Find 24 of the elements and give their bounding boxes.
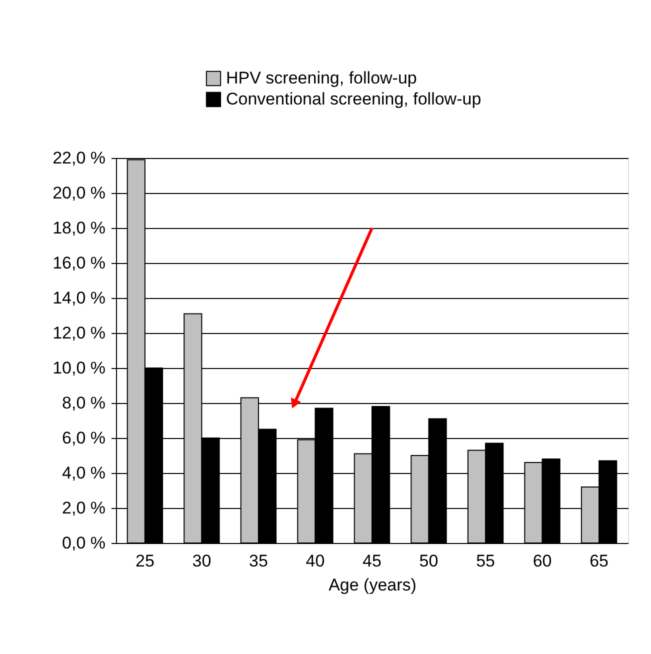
y-tick-label: 8,0 % [62, 394, 106, 412]
y-tick-label: 2,0 % [62, 498, 106, 518]
y-tick-label: 18,0 % [52, 218, 106, 238]
x-tick-label: 35 [249, 552, 268, 570]
legend-label: HPV screening, follow-up [226, 68, 417, 88]
x-tick-label: 60 [532, 552, 552, 570]
y-tick-label: 10,0 % [52, 358, 106, 378]
x-tick-label: 50 [419, 552, 438, 570]
y-tick-label: 4,0 % [62, 464, 106, 482]
x-tick-label: 65 [590, 552, 609, 570]
y-tick-label: 22,0 % [52, 148, 106, 168]
y-tick-label: 6,0 % [62, 428, 106, 448]
x-tick-label: 25 [135, 552, 154, 570]
legend-label: Conventional screening, follow-up [226, 90, 482, 108]
x-tick-label: 30 [192, 552, 212, 570]
x-tick-label: 45 [362, 552, 382, 570]
x-tick-label: 55 [476, 552, 495, 570]
y-tick-label: 14,0 % [52, 288, 106, 308]
x-axis-title: Age (years) [328, 576, 416, 594]
y-tick-label: 0,0 % [62, 534, 106, 552]
y-tick-label: 20,0 % [52, 184, 106, 202]
y-tick-label: 12,0 % [52, 324, 106, 342]
y-tick-label: 16,0 % [52, 254, 106, 272]
x-tick-label: 40 [306, 552, 325, 570]
